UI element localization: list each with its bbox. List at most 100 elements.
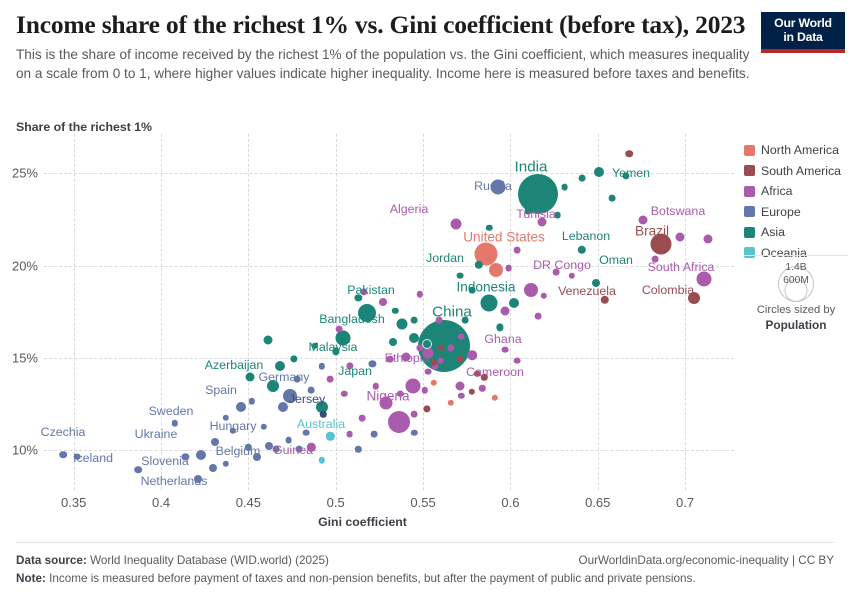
scatter-point[interactable] <box>245 444 252 451</box>
scatter-point[interactable] <box>285 436 292 444</box>
scatter-point[interactable] <box>59 450 67 459</box>
scatter-point[interactable] <box>181 453 190 461</box>
scatter-point[interactable] <box>396 318 408 330</box>
scatter-point[interactable] <box>430 379 437 386</box>
scatter-point[interactable] <box>263 335 273 345</box>
scatter-point[interactable] <box>534 312 542 320</box>
scatter-point[interactable] <box>467 350 477 360</box>
scatter-point[interactable] <box>456 272 464 280</box>
scatter-point[interactable] <box>600 295 609 304</box>
scatter-point[interactable] <box>379 396 393 410</box>
scatter-point[interactable] <box>474 260 484 269</box>
scatter-point[interactable] <box>134 465 143 474</box>
scatter-point[interactable] <box>386 355 394 363</box>
scatter-point[interactable] <box>430 359 437 366</box>
scatter-point[interactable] <box>480 294 498 312</box>
scatter-point[interactable] <box>311 342 318 350</box>
scatter-point[interactable] <box>435 316 443 324</box>
scatter-point[interactable] <box>554 211 561 219</box>
scatter-point[interactable] <box>307 443 316 452</box>
scatter-point[interactable] <box>295 445 303 453</box>
scatter-point[interactable] <box>401 352 411 362</box>
legend-item-asia[interactable]: Asia <box>744 225 848 239</box>
scatter-point[interactable] <box>278 401 289 412</box>
scatter-point[interactable] <box>552 268 560 276</box>
scatter-point[interactable] <box>513 357 521 365</box>
scatter-point[interactable] <box>479 385 486 392</box>
scatter-point[interactable] <box>447 344 455 352</box>
scatter-point[interactable] <box>568 272 575 279</box>
owid-logo[interactable]: Our World in Data <box>761 12 845 53</box>
scatter-point[interactable] <box>675 232 685 242</box>
scatter-point[interactable] <box>327 375 334 383</box>
scatter-point[interactable] <box>431 362 439 370</box>
scatter-point[interactable] <box>486 224 493 231</box>
scatter-point[interactable] <box>302 429 310 437</box>
scatter-point[interactable] <box>424 368 432 376</box>
scatter-point[interactable] <box>236 401 247 412</box>
attribution-link[interactable]: OurWorldinData.org/economic-inequality |… <box>578 554 834 567</box>
scatter-point[interactable] <box>461 316 469 324</box>
scatter-point[interactable] <box>608 194 616 202</box>
scatter-point[interactable] <box>387 410 410 433</box>
scatter-point[interactable] <box>437 344 444 351</box>
scatter-point[interactable] <box>171 420 179 427</box>
scatter-point[interactable] <box>355 446 362 453</box>
scatter-point[interactable] <box>332 347 340 355</box>
scatter-point[interactable] <box>489 263 504 278</box>
scatter-point[interactable] <box>696 271 712 287</box>
scatter-point[interactable] <box>577 245 587 255</box>
scatter-point[interactable] <box>274 361 285 372</box>
scatter-point[interactable] <box>458 333 465 341</box>
scatter-point[interactable] <box>222 414 229 422</box>
scatter-point[interactable] <box>73 453 81 461</box>
scatter-point[interactable] <box>358 414 366 422</box>
scatter-point[interactable] <box>335 325 343 333</box>
scatter-point[interactable] <box>360 288 368 296</box>
scatter-point[interactable] <box>537 217 547 227</box>
scatter-point[interactable] <box>480 374 488 381</box>
scatter-point[interactable] <box>346 431 354 438</box>
scatter-point[interactable] <box>415 344 424 352</box>
scatter-point[interactable] <box>437 357 444 365</box>
scatter-point[interactable] <box>318 457 325 464</box>
scatter-point[interactable] <box>315 400 328 413</box>
legend-item-oceania[interactable]: Oceania <box>744 246 848 260</box>
scatter-point[interactable] <box>266 380 279 393</box>
scatter-point[interactable] <box>540 292 547 300</box>
legend-item-north-america[interactable]: North America <box>744 143 848 157</box>
scatter-point[interactable] <box>687 291 700 304</box>
scatter-point[interactable] <box>447 399 455 407</box>
scatter-point[interactable] <box>245 372 255 382</box>
scatter-point[interactable] <box>524 207 532 215</box>
scatter-point[interactable] <box>594 167 605 178</box>
scatter-point[interactable] <box>372 383 380 390</box>
scatter-point[interactable] <box>293 375 301 383</box>
scatter-point[interactable] <box>229 427 236 434</box>
scatter-point[interactable] <box>265 441 274 450</box>
scatter-point[interactable] <box>474 370 481 377</box>
scatter-point[interactable] <box>456 355 464 363</box>
scatter-point[interactable] <box>500 306 510 316</box>
scatter-point[interactable] <box>638 215 648 225</box>
scatter-point[interactable] <box>410 410 418 418</box>
scatter-point[interactable] <box>458 392 465 399</box>
scatter-point[interactable] <box>561 183 568 191</box>
scatter-point[interactable] <box>320 410 327 418</box>
scatter-point[interactable] <box>578 174 586 182</box>
scatter-point[interactable] <box>248 398 256 405</box>
scatter-point[interactable] <box>290 355 298 363</box>
scatter-point[interactable] <box>368 360 376 368</box>
scatter-point[interactable] <box>474 242 498 266</box>
scatter-point[interactable] <box>650 233 672 255</box>
scatter-point[interactable] <box>193 474 202 483</box>
scatter-point[interactable] <box>490 179 506 195</box>
scatter-point[interactable] <box>397 390 404 398</box>
scatter-point[interactable] <box>335 330 351 346</box>
scatter-point[interactable] <box>468 388 476 396</box>
scatter-point[interactable] <box>391 307 399 314</box>
scatter-point[interactable] <box>468 287 476 294</box>
scatter-point[interactable] <box>455 381 465 391</box>
scatter-point[interactable] <box>253 452 262 461</box>
scatter-point[interactable] <box>409 333 420 344</box>
